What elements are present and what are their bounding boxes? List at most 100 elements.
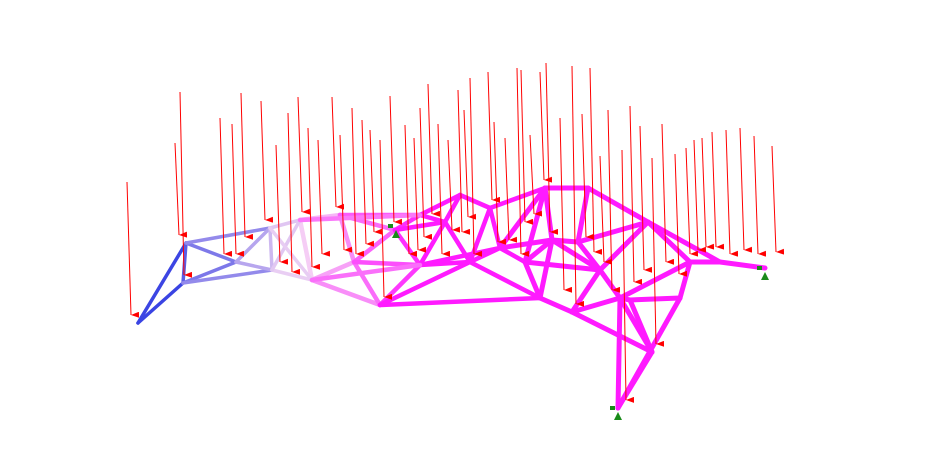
down-arrow-icon xyxy=(771,145,785,255)
down-arrow-icon xyxy=(389,95,403,225)
truss-member xyxy=(522,237,555,265)
down-arrow-icon xyxy=(379,139,393,300)
truss-member xyxy=(549,237,603,273)
truss-member xyxy=(522,259,603,273)
truss-member xyxy=(270,268,314,282)
down-arrow-icon xyxy=(651,157,665,347)
down-arrow-icon xyxy=(413,137,427,253)
truss-member xyxy=(297,212,423,223)
truss-member xyxy=(184,241,238,264)
truss-member xyxy=(467,259,543,301)
down-arrow-icon xyxy=(469,77,483,257)
truss-member xyxy=(522,185,548,265)
truss-member xyxy=(136,241,188,325)
down-arrow-icon xyxy=(493,121,507,245)
truss-member xyxy=(487,185,548,211)
truss-member xyxy=(297,217,315,283)
down-arrow-icon xyxy=(753,135,767,257)
down-arrow-icon xyxy=(275,144,289,265)
down-arrow-icon xyxy=(179,91,193,278)
down-arrow-icon xyxy=(607,109,621,293)
down-arrow-icon xyxy=(351,107,365,257)
down-arrow-icon xyxy=(307,127,321,270)
truss-member xyxy=(181,268,274,285)
truss-member xyxy=(377,259,473,308)
down-arrow-icon xyxy=(581,113,595,240)
truss-member xyxy=(615,295,623,411)
truss-member xyxy=(627,297,655,355)
down-arrow-icon xyxy=(231,123,245,257)
down-arrow-icon xyxy=(739,127,753,253)
truss-member xyxy=(677,259,693,301)
down-arrow-icon xyxy=(219,117,233,257)
truss-member xyxy=(417,245,503,268)
down-arrow-icon xyxy=(260,100,274,223)
down-arrow-icon xyxy=(559,117,573,293)
truss-member xyxy=(184,226,272,245)
down-arrow-icon xyxy=(674,153,688,277)
truss-member xyxy=(309,262,423,283)
down-arrow-icon xyxy=(629,105,643,285)
down-arrow-icon xyxy=(447,139,461,233)
support-base-icon xyxy=(610,406,615,410)
support-base-icon xyxy=(757,266,762,270)
down-arrow-icon xyxy=(685,147,699,257)
down-arrow-icon xyxy=(437,123,451,257)
truss-member xyxy=(497,245,528,265)
down-arrow-icon xyxy=(361,119,375,247)
pin-support-triangle-icon xyxy=(761,272,769,280)
truss-member xyxy=(585,185,651,225)
down-arrow-icon xyxy=(174,142,188,238)
down-arrow-icon xyxy=(571,65,585,307)
truss-member xyxy=(309,277,383,308)
truss-member xyxy=(392,227,423,268)
down-arrow-icon xyxy=(369,129,383,235)
truss-member xyxy=(234,260,274,272)
down-arrow-icon xyxy=(317,139,331,257)
down-arrow-icon xyxy=(539,71,553,183)
down-arrow-icon xyxy=(463,109,477,220)
truss-member xyxy=(136,281,185,325)
down-arrow-icon xyxy=(419,107,433,240)
down-arrow-icon xyxy=(457,89,471,235)
pin-support-triangle-icon xyxy=(392,230,400,238)
down-arrow-icon xyxy=(331,96,345,210)
truss-member xyxy=(337,212,357,265)
truss-member xyxy=(542,185,555,243)
pin-support-triangle-icon xyxy=(614,412,622,420)
down-arrow-icon xyxy=(287,112,301,275)
truss-member xyxy=(497,185,548,251)
down-arrow-icon xyxy=(126,181,140,318)
truss-member xyxy=(377,295,543,308)
down-arrow-icon xyxy=(297,96,311,215)
support-base-icon xyxy=(388,224,393,228)
down-arrow-icon xyxy=(487,71,501,203)
truss-member xyxy=(597,267,623,301)
truss-member xyxy=(487,205,503,251)
down-arrow-icon xyxy=(725,129,739,257)
down-arrow-icon xyxy=(520,69,534,225)
down-arrow-icon xyxy=(404,124,418,257)
down-arrow-icon xyxy=(639,125,653,273)
truss-member xyxy=(442,192,463,225)
truss-member xyxy=(181,260,238,285)
truss-member xyxy=(268,226,314,282)
down-arrow-icon xyxy=(661,123,675,265)
truss-member xyxy=(497,237,555,251)
down-arrow-icon xyxy=(529,134,543,217)
down-arrow-icon xyxy=(516,67,530,257)
truss-member xyxy=(569,309,655,355)
down-arrow-icon xyxy=(589,67,603,255)
truss-member xyxy=(537,295,575,315)
truss-member xyxy=(645,219,723,265)
truss-member xyxy=(392,219,448,233)
truss-member xyxy=(615,295,683,411)
load-arrows xyxy=(126,62,785,403)
truss-member xyxy=(522,259,543,301)
down-arrow-icon xyxy=(711,131,725,250)
truss-member xyxy=(268,218,302,230)
truss-member xyxy=(351,259,383,308)
truss-member xyxy=(575,185,591,245)
truss-member xyxy=(181,241,188,285)
